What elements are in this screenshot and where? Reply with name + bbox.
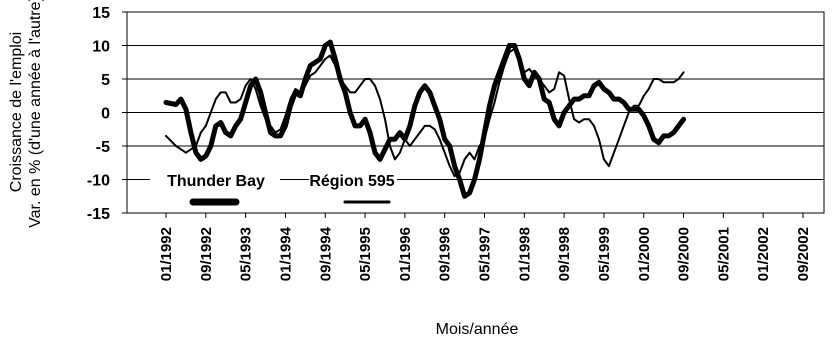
y-tick-label: -15 — [87, 206, 110, 223]
y-axis-ticks: 15 10 5 0 -5 -10 -15 — [87, 5, 127, 223]
y-tick-label: -5 — [96, 139, 110, 156]
legend: Thunder Bay Région 595 — [150, 171, 397, 206]
x-tick-label: 05/1997 — [477, 227, 494, 281]
y-tick-label: 0 — [101, 106, 110, 123]
x-axis-ticks: 01/1992 09/1992 05/1993 01/1994 09/1994 05/19… — [158, 213, 812, 281]
x-tick-label: 05/1999 — [596, 227, 613, 281]
x-tick-label: 01/2000 — [636, 227, 653, 281]
legend-label: Thunder Bay — [167, 173, 265, 190]
x-tick-label: 09/1998 — [556, 227, 573, 281]
y-axis-title-line-2: Var. en % (d'une année à l'autre) — [27, 0, 44, 228]
x-tick-label: 01/1996 — [397, 227, 414, 281]
y-tick-label: 15 — [92, 5, 110, 22]
x-tick-label: 01/2002 — [755, 227, 772, 281]
x-tick-label: 05/2001 — [715, 227, 732, 281]
series-lines — [163, 39, 687, 199]
legend-label: Région 595 — [309, 173, 394, 190]
y-tick-label: 5 — [101, 72, 110, 89]
x-tick-label: 05/1993 — [238, 227, 255, 281]
legend-label-background — [150, 171, 280, 190]
x-tick-label: 09/2000 — [676, 227, 693, 281]
x-tick-label: 01/1998 — [516, 227, 533, 281]
series-line — [163, 39, 687, 199]
x-tick-label: 09/1992 — [198, 227, 215, 281]
x-tick-label: 01/1994 — [277, 226, 294, 281]
x-axis-title: Mois/année — [436, 321, 519, 338]
x-tick-label: 09/2002 — [795, 227, 812, 281]
y-axis-title-line-1: Croissance de l'emploi — [8, 32, 25, 192]
y-tick-label: 10 — [92, 39, 110, 56]
y-tick-label: -10 — [87, 173, 110, 190]
x-tick-label: 09/1994 — [317, 226, 334, 281]
series-line — [165, 47, 685, 178]
legend-label-background — [309, 171, 397, 190]
x-tick-label: 09/1996 — [437, 227, 454, 281]
x-tick-label: 05/1995 — [357, 227, 374, 281]
x-tick-label: 01/1992 — [158, 227, 175, 281]
